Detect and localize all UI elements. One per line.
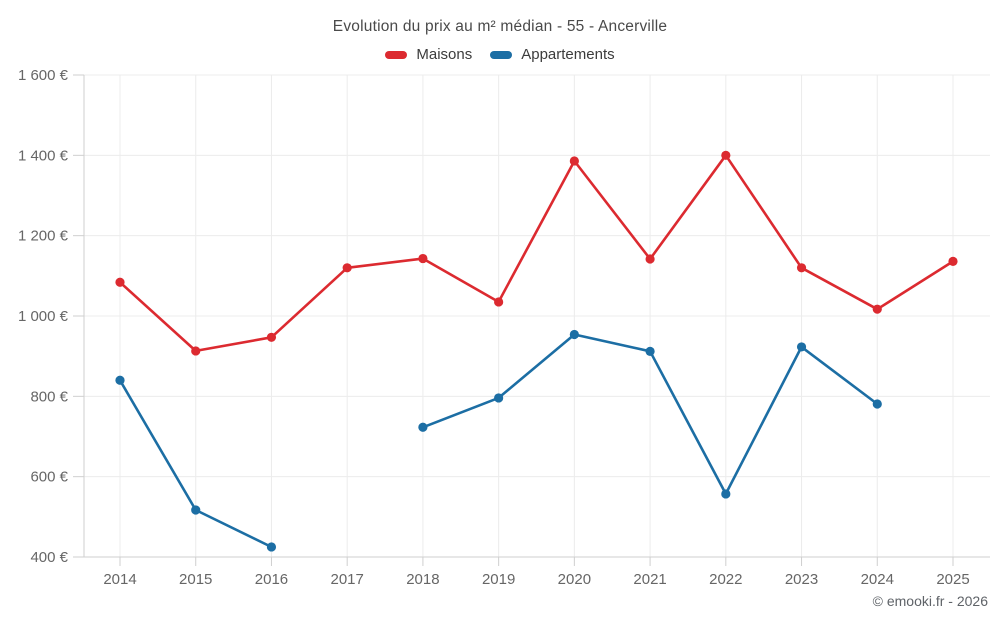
data-point-appartements-2018[interactable]: [418, 422, 428, 432]
data-point-appartements-2024[interactable]: [872, 399, 882, 409]
y-tick-label: 1 600 €: [18, 67, 69, 84]
data-point-maisons-2016[interactable]: [266, 332, 277, 342]
chart-legend: Maisons Appartements: [0, 46, 1000, 63]
x-tick-label: 2021: [633, 571, 666, 588]
legend-item-maisons[interactable]: Maisons: [385, 46, 472, 63]
x-tick-label: 2017: [330, 571, 363, 588]
data-point-appartements-2020[interactable]: [569, 329, 579, 340]
legend-label-appartements: Appartements: [521, 46, 615, 63]
data-point-appartements-2019[interactable]: [494, 393, 504, 403]
data-point-appartements-2014[interactable]: [115, 375, 125, 385]
y-tick-label: 1 200 €: [18, 228, 69, 245]
data-point-appartements-2016[interactable]: [266, 542, 277, 552]
y-tick-label: 400 €: [30, 549, 68, 566]
x-tick-label: 2014: [103, 571, 136, 588]
x-tick-label: 2024: [861, 571, 894, 588]
data-point-maisons-2023[interactable]: [796, 263, 807, 273]
y-tick-label: 1 000 €: [18, 308, 69, 325]
y-tick-label: 600 €: [30, 469, 68, 486]
data-point-maisons-2014[interactable]: [115, 277, 125, 287]
data-point-appartements-2021[interactable]: [645, 346, 655, 356]
x-tick-label: 2018: [406, 571, 439, 588]
y-tick-label: 1 400 €: [18, 147, 69, 164]
data-point-appartements-2015[interactable]: [191, 505, 201, 515]
x-tick-label: 2019: [482, 571, 515, 588]
x-tick-label: 2015: [179, 571, 212, 588]
data-point-maisons-2024[interactable]: [872, 304, 882, 314]
data-point-maisons-2017[interactable]: [342, 263, 352, 273]
legend-item-appartements[interactable]: Appartements: [490, 46, 615, 63]
data-point-appartements-2023[interactable]: [796, 342, 807, 352]
data-point-maisons-2021[interactable]: [645, 254, 655, 264]
appartements-series-swatch-icon: [490, 50, 513, 59]
data-point-maisons-2022[interactable]: [721, 150, 731, 160]
data-point-appartements-2022[interactable]: [721, 489, 731, 499]
data-point-maisons-2015[interactable]: [191, 346, 201, 356]
x-tick-label: 2023: [785, 571, 818, 588]
x-tick-label: 2020: [558, 571, 591, 588]
x-tick-label: 2022: [709, 571, 742, 588]
data-point-maisons-2019[interactable]: [494, 297, 504, 307]
legend-label-maisons: Maisons: [416, 46, 473, 63]
x-tick-label: 2016: [255, 571, 288, 588]
series-line-maisons: [118, 154, 955, 353]
data-point-maisons-2025[interactable]: [948, 256, 958, 266]
chart-title: Evolution du prix au m² médian - 55 - An…: [332, 18, 668, 35]
y-tick-label: 800 €: [30, 388, 68, 405]
x-tick-label: 2025: [936, 571, 969, 588]
data-point-maisons-2020[interactable]: [569, 156, 579, 166]
maisons-series-swatch-icon: [385, 50, 408, 59]
data-point-maisons-2018[interactable]: [418, 253, 428, 264]
copyright-text: © emooki.fr - 2026: [872, 593, 988, 609]
